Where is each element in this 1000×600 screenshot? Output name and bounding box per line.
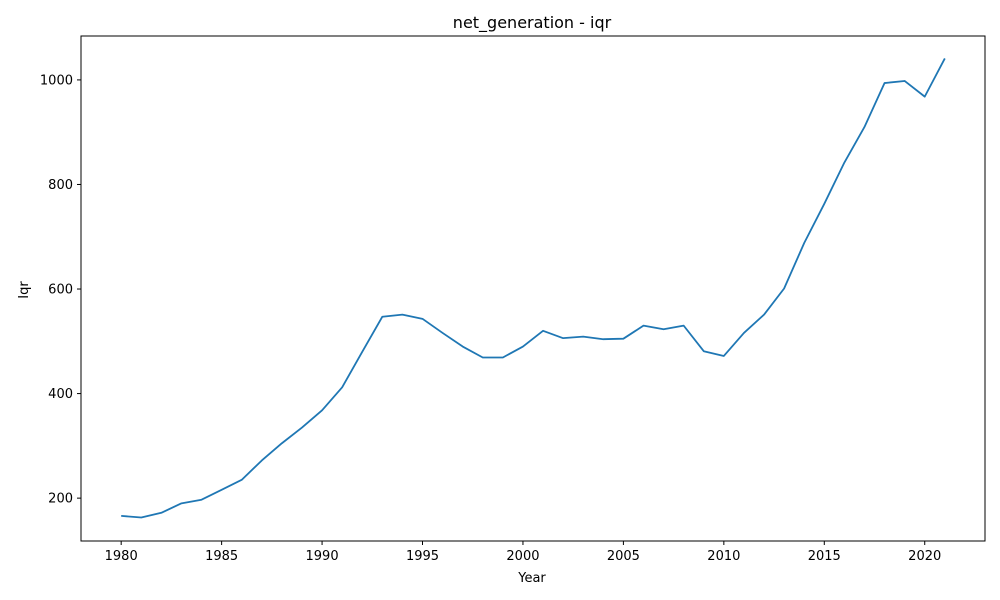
plot-area [80,35,986,542]
x-tick-label: 2015 [808,549,841,564]
series-line [121,58,946,519]
y-tick-label: 600 [48,283,73,298]
y-tick-label: 800 [48,178,73,193]
plot-frame [80,35,986,542]
x-tick-label: 1985 [205,549,238,564]
x-tick-label: 1990 [306,549,339,564]
x-tick-label: 2000 [506,549,539,564]
y-tick-label: 400 [48,387,73,402]
x-tick-label: 2005 [607,549,640,564]
x-tick-label: 2010 [707,549,740,564]
x-axis: 1980 1985 1990 1995 2000 2005 2010 2015 2020 [105,541,941,564]
y-axis-label: Iqr [17,281,32,299]
x-tick-label: 2020 [908,549,941,564]
y-axis: 200 400 600 800 1000 [40,73,81,507]
x-tick-label: 1995 [406,549,439,564]
x-axis-label: Year [517,571,546,586]
y-tick-label: 1000 [40,73,73,88]
y-tick-label: 200 [48,492,73,507]
x-tick-label: 1980 [105,549,138,564]
chart-title: net_generation - iqr [453,13,612,33]
